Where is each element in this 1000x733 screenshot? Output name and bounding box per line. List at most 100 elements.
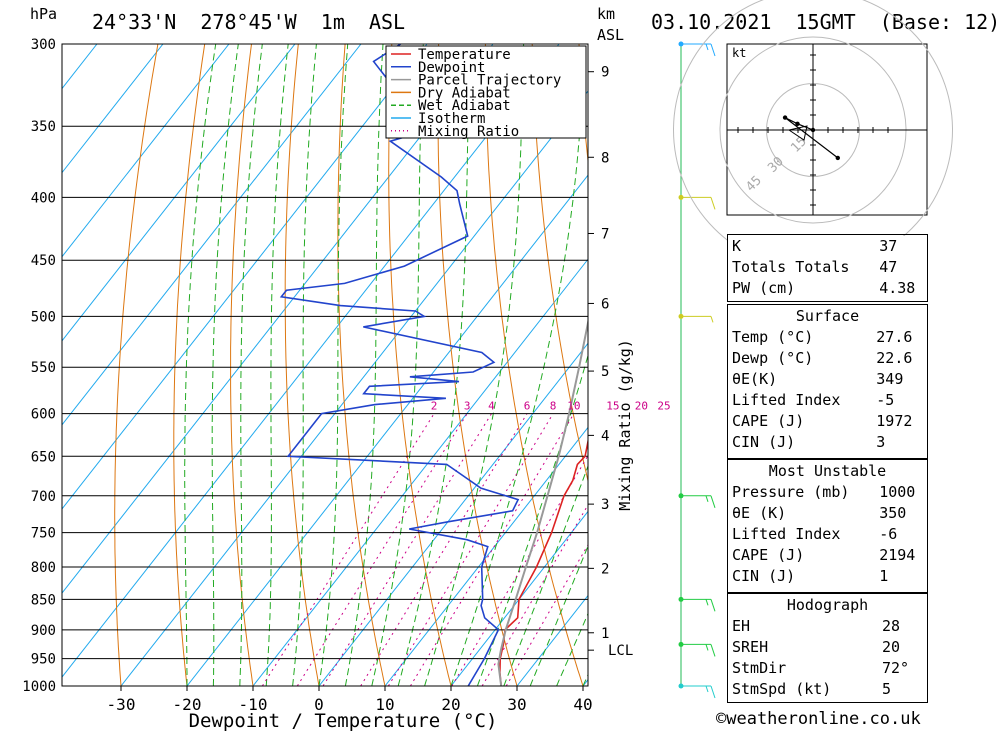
height-tick-label: 3 bbox=[601, 497, 609, 513]
pressure-tick-label: 450 bbox=[31, 253, 56, 269]
index-label: Lifted Index bbox=[732, 391, 841, 409]
index-row: StmSpd (kt) 5 bbox=[728, 679, 927, 700]
wind-barb-feather bbox=[710, 495, 716, 508]
isotherm-line bbox=[384, 426, 588, 686]
index-row: StmDir 72° bbox=[728, 658, 927, 679]
wet-adiabat-line bbox=[184, 44, 217, 686]
indices-mu-table: Most Unstable Pressure (mb) 1000 θE (K) 35… bbox=[728, 461, 927, 587]
wind-barb-half-feather bbox=[710, 316, 714, 323]
index-row: CAPE (J) 1972 bbox=[728, 411, 927, 432]
dry-adiabat-line bbox=[284, 44, 320, 686]
index-value: 1972 bbox=[876, 412, 913, 430]
indices-hodo-table: Hodograph EH 28 SREH 20 StmDir 72° StmSpd (… bbox=[728, 595, 927, 700]
index-value: 1 bbox=[879, 567, 889, 585]
section-title-row: Most Unstable bbox=[728, 461, 927, 482]
index-value: 72° bbox=[881, 659, 910, 677]
index-row: Lifted Index -6 bbox=[728, 524, 927, 545]
index-row: CIN (J) 1 bbox=[728, 566, 927, 587]
dry-adiabat-line bbox=[173, 44, 206, 686]
mixing-ratio-line bbox=[387, 413, 554, 686]
wet-adiabat-line bbox=[503, 464, 588, 686]
pressure-tick-label: 700 bbox=[31, 489, 56, 505]
index-value: 350 bbox=[879, 504, 907, 522]
index-value: 37 bbox=[879, 237, 898, 255]
index-row: PW (cm) 4.38 bbox=[728, 278, 927, 299]
dry-adiabat-line bbox=[114, 44, 159, 686]
index-row: K 37 bbox=[728, 236, 927, 257]
legend-box bbox=[385, 45, 587, 139]
section-title-row: Surface bbox=[728, 306, 927, 327]
mixing-ratio-label: 3 bbox=[464, 400, 471, 413]
legend-entry: Wet Adiabat bbox=[418, 98, 511, 114]
index-label: PW (cm) bbox=[732, 279, 796, 297]
index-label: θE (K) bbox=[732, 504, 787, 522]
dry-adiabat-line bbox=[953, 44, 1000, 686]
wet-adiabat-line bbox=[265, 44, 289, 686]
indices-basic-table: K 37 Totals Totals 47 PW (cm) 4.38 bbox=[728, 236, 927, 299]
pressure-tick-label: 1000 bbox=[22, 679, 56, 695]
index-value: 5 bbox=[881, 680, 891, 698]
wind-barb-feather bbox=[710, 685, 716, 699]
wind-barb-feather bbox=[710, 644, 716, 657]
x-tick-label: 30 bbox=[507, 695, 526, 714]
index-row: SREH 20 bbox=[728, 637, 927, 658]
location-title: 24°33'N 278°45'W 1m ASL bbox=[92, 10, 405, 34]
surface-title: Surface bbox=[795, 307, 860, 325]
height-tick-label: 6 bbox=[601, 296, 609, 312]
section-title-row: Hodograph bbox=[728, 595, 927, 616]
x-tick-label: 0 bbox=[314, 695, 324, 714]
mixing-ratio-label: 6 bbox=[524, 400, 531, 413]
units-km-label: km bbox=[597, 5, 615, 23]
wind-barb-half-feather bbox=[705, 685, 709, 693]
x-tick-label: -20 bbox=[173, 695, 202, 714]
parcel-trajectory-line bbox=[497, 317, 588, 686]
pressure-tick-label: 600 bbox=[31, 407, 56, 423]
index-value: -5 bbox=[876, 391, 895, 409]
pressure-tick-label: 650 bbox=[31, 449, 56, 465]
index-label: EH bbox=[732, 617, 751, 635]
pressure-tick-label: 900 bbox=[31, 623, 56, 639]
pressure-tick-label: 400 bbox=[31, 190, 56, 206]
wet-adiabat-line bbox=[318, 44, 349, 686]
index-label: θE(K) bbox=[732, 370, 778, 388]
wet-adiabat-line bbox=[450, 44, 586, 686]
isotherm-line bbox=[62, 44, 230, 258]
wind-barb-feather bbox=[710, 197, 716, 210]
index-row: Totals Totals 47 bbox=[728, 257, 927, 278]
index-row: EH 28 bbox=[728, 616, 927, 637]
index-row: θE(K) 349 bbox=[728, 369, 927, 390]
height-tick-label: 9 bbox=[601, 65, 609, 81]
wet-adiabat-line bbox=[397, 44, 471, 686]
height-tick-label: 1 bbox=[601, 626, 609, 642]
x-axis-title: Dewpoint / Temperature (°C) bbox=[189, 710, 498, 732]
index-row: Temp (°C) 27.6 bbox=[728, 327, 927, 348]
units-hpa-label: hPa bbox=[30, 5, 57, 23]
dry-adiabat-line bbox=[388, 44, 452, 686]
pressure-tick-label: 350 bbox=[31, 119, 56, 135]
isotherm-line bbox=[62, 44, 296, 342]
mixing-ratio-line bbox=[481, 503, 588, 686]
most-unstable-title: Most Unstable bbox=[768, 462, 887, 480]
pressure-tick-label: 550 bbox=[31, 360, 56, 376]
dewpoint-line bbox=[279, 44, 520, 686]
wind-barb-feather bbox=[710, 599, 716, 612]
wind-barb-half-feather bbox=[705, 43, 709, 51]
pressure-tick-label: 850 bbox=[31, 592, 56, 608]
isotherm-line bbox=[186, 174, 588, 686]
index-value: 47 bbox=[879, 258, 898, 276]
index-label: CAPE (J) bbox=[732, 412, 805, 430]
mixing-ratio-line bbox=[505, 543, 588, 686]
x-tick-label: 40 bbox=[573, 695, 592, 714]
hodograph-unit-label: kt bbox=[732, 46, 746, 60]
index-label: CIN (J) bbox=[732, 433, 796, 451]
hodograph-point bbox=[835, 155, 840, 161]
index-label: Pressure (mb) bbox=[732, 483, 850, 501]
copyright-link[interactable]: ©weatheronline.co.uk bbox=[716, 709, 921, 729]
index-label: Lifted Index bbox=[732, 525, 841, 543]
index-label: StmDir bbox=[732, 659, 787, 677]
mixing-ratio-label: 15 bbox=[606, 400, 619, 413]
x-tick-label: 20 bbox=[441, 695, 460, 714]
isotherm-line bbox=[318, 342, 588, 686]
hodograph-point bbox=[782, 115, 788, 120]
